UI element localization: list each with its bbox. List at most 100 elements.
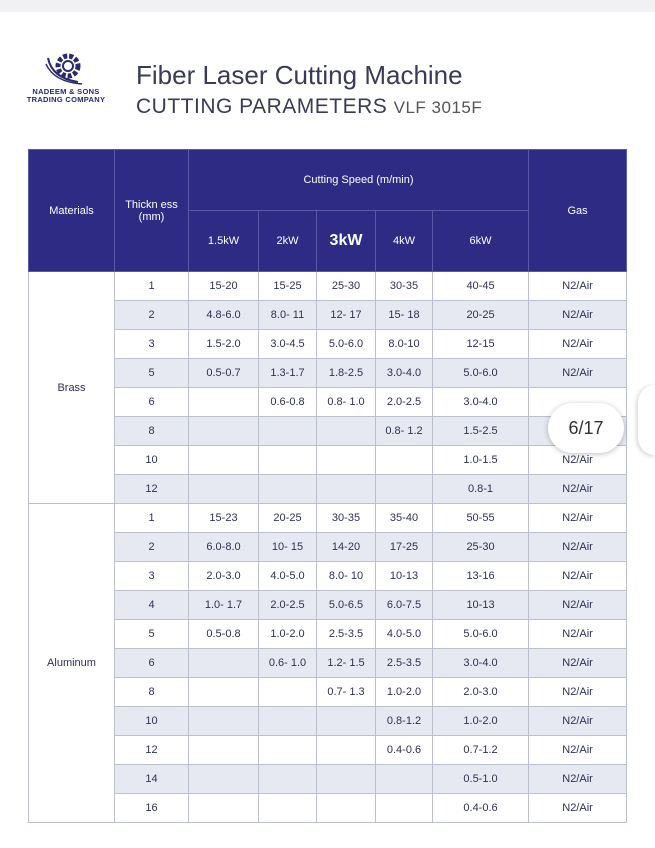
header-power-4: 6kW xyxy=(431,210,530,272)
table-cell: 1.0-2.0 xyxy=(431,706,530,736)
table-cell: 2 xyxy=(114,300,189,330)
table-cell xyxy=(188,474,259,504)
table-cell: 4 xyxy=(114,590,189,620)
table-cell: 8.0-10 xyxy=(375,329,433,359)
table-cell: 0.7- 1.3 xyxy=(316,677,376,707)
table-cell xyxy=(316,764,376,794)
table-cell xyxy=(316,735,376,765)
table-cell: 1.0-2.0 xyxy=(375,677,433,707)
table-cell: 0.5-0.7 xyxy=(188,358,259,388)
header-gas: Gas xyxy=(528,149,628,272)
table-cell xyxy=(188,735,259,765)
table-row: 3 2.0-3.0 4.0-5.0 8.0- 10 10-13 13-16 N2/Air xyxy=(29,561,628,591)
table-cell: 4.0-5.0 xyxy=(258,561,317,591)
header-cutting-speed: Cutting Speed (m/min) xyxy=(187,149,530,211)
table-cell: 0.8- 1.2 xyxy=(375,416,433,446)
table-cell: 30-35 xyxy=(316,503,376,533)
company-logo: NADEEM & SONS TRADING COMPANY xyxy=(18,48,114,104)
table-cell: 8.0- 10 xyxy=(316,561,376,591)
table-cell: 5.0-6.0 xyxy=(316,329,376,359)
table-cell: 1.0-2.0 xyxy=(258,619,317,649)
header-materials: Materials xyxy=(28,149,115,272)
material-cell: Aluminum xyxy=(28,503,115,823)
table-row: 16 0.4-0.6 N2/Air xyxy=(29,793,628,823)
table-cell xyxy=(316,445,376,475)
table-cell: 0.4-0.6 xyxy=(431,793,530,823)
table-row: 8 0.8- 1.2 1.5-2.5 xyxy=(29,416,628,446)
material-cell: Brass xyxy=(28,271,115,504)
table-cell: 1.8-2.5 xyxy=(316,358,376,388)
table-cell: 2.0-2.5 xyxy=(258,590,317,620)
table-cell: 1.0- 1.7 xyxy=(188,590,259,620)
table-cell: N2/Air xyxy=(528,503,628,533)
table-cell xyxy=(375,764,433,794)
table-cell: 0.6-0.8 xyxy=(258,387,317,417)
table-cell: 10 xyxy=(114,445,189,475)
table-cell: 2.5-3.5 xyxy=(316,619,376,649)
table-cell: 0.8-1.2 xyxy=(375,706,433,736)
table-cell: 5.0-6.5 xyxy=(316,590,376,620)
header-power-3: 4kW xyxy=(375,210,433,272)
table-cell xyxy=(258,416,317,446)
table-cell xyxy=(258,677,317,707)
table-cell: N2/Air xyxy=(528,474,628,504)
table-cell: 1.5-2.5 xyxy=(431,416,530,446)
header-power-2: 3kW xyxy=(316,210,376,272)
table-cell: 10- 15 xyxy=(258,532,317,562)
table-cell: 0.7-1.2 xyxy=(431,735,530,765)
table-cell: N2/Air xyxy=(528,271,628,301)
table-cell xyxy=(258,793,317,823)
cutting-parameters-table: Materials Thickn ess (mm) Cutting Speed … xyxy=(28,149,628,823)
table-cell: 1.2- 1.5 xyxy=(316,648,376,678)
table-cell: 14-20 xyxy=(316,532,376,562)
subtitle-text: CUTTING PARAMETERS xyxy=(136,95,388,118)
table-cell: 0.6- 1.0 xyxy=(258,648,317,678)
table-cell: 4.0-5.0 xyxy=(375,619,433,649)
table-cell: 12- 17 xyxy=(316,300,376,330)
table-cell: 17-25 xyxy=(375,532,433,562)
table-cell: N2/Air xyxy=(528,590,628,620)
table-cell: 6.0-7.5 xyxy=(375,590,433,620)
table-cell: 25-30 xyxy=(316,271,376,301)
table-cell: 15-25 xyxy=(258,271,317,301)
table-cell: 14 xyxy=(114,764,189,794)
table-cell: N2/Air xyxy=(528,619,628,649)
table-row: 12 0.8-1 N2/Air xyxy=(29,474,628,504)
header-thickness: Thickn ess (mm) xyxy=(114,149,189,272)
table-cell: N2/Air xyxy=(528,532,628,562)
table-cell: 6 xyxy=(114,648,189,678)
table-cell: 30-35 xyxy=(375,271,433,301)
table-row: 14 0.5-1.0 N2/Air xyxy=(29,764,628,794)
table-cell: N2/Air xyxy=(528,677,628,707)
table-cell xyxy=(375,793,433,823)
table-cell: 2.0-3.0 xyxy=(188,561,259,591)
table-cell: 15-23 xyxy=(188,503,259,533)
table-cell xyxy=(188,648,259,678)
table-cell xyxy=(258,735,317,765)
table-cell: 1 xyxy=(114,503,189,533)
table-row: 10 1.0-1.5 N2/Air xyxy=(29,445,628,475)
table-row: 2 6.0-8.0 10- 15 14-20 17-25 25-30 N2/Air xyxy=(29,532,628,562)
table-cell: 10-13 xyxy=(375,561,433,591)
table-cell xyxy=(188,416,259,446)
table-cell xyxy=(258,764,317,794)
table-row: 6 0.6- 1.0 1.2- 1.5 2.5-3.5 3.0-4.0 N2/Air xyxy=(29,648,628,678)
table-cell: 1 xyxy=(114,271,189,301)
page-subtitle: CUTTING PARAMETERS VLF 3015F xyxy=(136,95,482,119)
next-page-button[interactable] xyxy=(638,385,655,455)
table-cell: 0.8- 1.0 xyxy=(316,387,376,417)
table-cell: 13-16 xyxy=(431,561,530,591)
table-cell xyxy=(316,416,376,446)
table-cell xyxy=(188,706,259,736)
table-cell xyxy=(188,677,259,707)
table-cell: 2.5-3.5 xyxy=(375,648,433,678)
header-power-0: 1.5kW xyxy=(188,210,259,272)
page-indicator: 6/17 xyxy=(548,403,624,453)
table-cell: 5 xyxy=(114,358,189,388)
table-cell: 3 xyxy=(114,561,189,591)
table-cell: 16 xyxy=(114,793,189,823)
table-cell: 15-20 xyxy=(188,271,259,301)
logo-text-1: NADEEM & SONS xyxy=(32,87,100,96)
table-cell: 6 xyxy=(114,387,189,417)
table-cell: 2.0-3.0 xyxy=(431,677,530,707)
